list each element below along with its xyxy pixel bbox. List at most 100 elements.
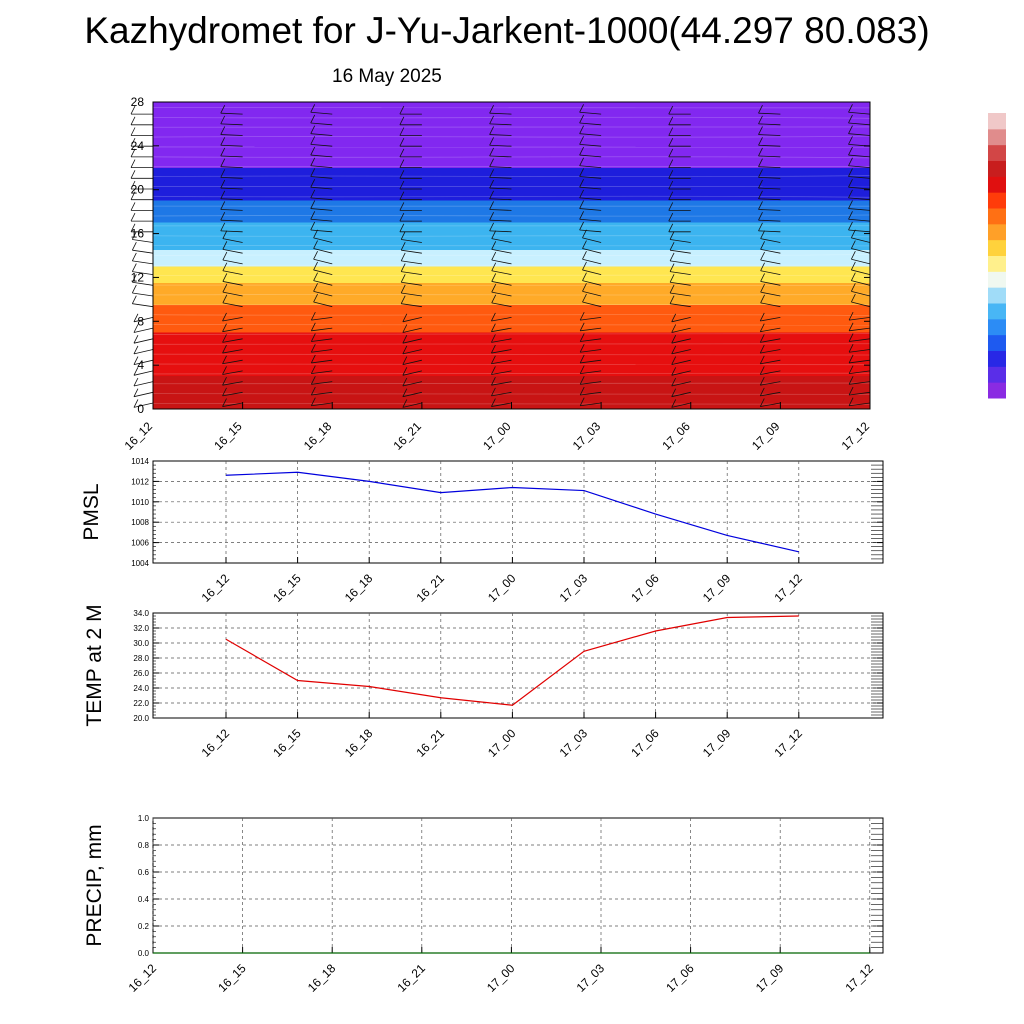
wind-barb-feather	[130, 180, 136, 190]
wind-barb	[133, 317, 154, 323]
wind-barb-feather	[491, 312, 496, 322]
wind-barb	[489, 198, 512, 201]
wind-barb	[401, 303, 422, 308]
wind-barb-feather	[758, 105, 763, 114]
wind-barb	[758, 123, 781, 126]
wind-barb-feather	[671, 345, 677, 355]
wind-barb-feather	[579, 221, 584, 231]
y-tick-label: 1.0	[138, 814, 150, 823]
wind-barb	[222, 302, 243, 308]
wind-barb	[851, 258, 871, 265]
wind-barb	[402, 370, 422, 376]
wind-barb	[220, 112, 243, 115]
wind-barb	[760, 248, 781, 254]
wind-barb-feather	[850, 283, 856, 292]
wind-barb	[222, 259, 243, 265]
wind-barb	[580, 370, 602, 375]
wind-barb-feather	[758, 169, 763, 178]
x-tick-label: 16_18	[342, 726, 376, 760]
wind-barb	[849, 370, 871, 375]
wind-barb	[132, 303, 154, 308]
y-tick-label: 4	[137, 358, 144, 372]
wind-barb-feather	[671, 377, 677, 387]
wind-barb-feather	[133, 399, 139, 408]
wind-barb-feather	[220, 137, 226, 146]
wind-barb-feather	[760, 294, 765, 304]
wind-barb-feather	[579, 189, 584, 199]
wind-barb	[310, 143, 333, 147]
wind-barb-feather	[579, 200, 584, 209]
wind-barb-feather	[759, 344, 765, 354]
wind-barb-feather	[848, 114, 853, 124]
wind-barb	[222, 402, 243, 407]
wind-barb	[849, 381, 871, 385]
wind-barb	[580, 402, 602, 407]
wind-barb	[401, 292, 422, 297]
wind-barb	[848, 208, 871, 211]
wind-barb	[222, 281, 243, 286]
colorbar-swatch	[988, 113, 1006, 130]
wind-barb-feather	[220, 190, 226, 199]
wind-barb	[311, 327, 333, 332]
wind-barb	[313, 301, 333, 308]
wind-barb	[489, 209, 512, 211]
x-tick-label: 17_12	[771, 726, 805, 760]
wind-barb-feather	[760, 230, 765, 239]
wind-barb-feather	[848, 333, 854, 342]
x-tick-label: 16_15	[211, 419, 245, 453]
wind-barb	[579, 122, 602, 126]
wind-barb	[671, 370, 691, 376]
wind-barb-feather	[222, 251, 228, 261]
wind-barb	[133, 402, 154, 408]
wind-barb	[580, 327, 602, 332]
contour-line	[152, 293, 871, 296]
wind-barb-feather	[402, 356, 408, 365]
wind-barb-feather	[669, 263, 675, 272]
colorbar-swatch	[988, 176, 1006, 193]
wind-barb-feather	[669, 242, 675, 251]
wind-barb-feather	[579, 365, 585, 374]
wind-barb	[849, 338, 871, 342]
x-tick-label: 17_09	[700, 571, 734, 605]
wind-barb-feather	[220, 222, 226, 232]
wind-barb-feather	[310, 136, 316, 145]
wind-barb	[132, 260, 154, 265]
wind-barb	[579, 186, 602, 190]
wind-barb	[851, 290, 871, 297]
wind-barb-feather	[850, 261, 856, 271]
x-tick-label: 16_12	[199, 571, 233, 605]
wind-barb-feather	[400, 231, 406, 240]
wind-barb	[671, 359, 691, 365]
wind-barb	[579, 218, 602, 222]
wind-barb-feather	[220, 201, 226, 210]
wind-barb	[310, 176, 333, 179]
wind-barb-feather	[668, 180, 674, 190]
wind-barb	[582, 280, 602, 286]
wind-barb-feather	[310, 322, 316, 331]
wind-barb-feather	[400, 263, 406, 272]
wind-barb	[311, 370, 333, 375]
wind-barb-feather	[491, 273, 497, 282]
wind-barb	[222, 359, 243, 365]
wind-barb	[220, 176, 243, 179]
wind-barb-feather	[130, 127, 136, 136]
wind-barb-feather	[668, 148, 674, 158]
wind-barb-feather	[579, 311, 585, 321]
wind-barb-feather	[669, 295, 675, 304]
wind-barb-feather	[489, 201, 494, 210]
series-line	[225, 615, 799, 706]
wind-barb	[491, 370, 512, 375]
wind-barb-column	[130, 105, 154, 408]
wind-barb-feather	[759, 312, 765, 322]
wind-barb-feather	[130, 148, 136, 158]
wind-barb	[848, 186, 871, 190]
wind-barb-feather	[310, 114, 316, 124]
wind-barb-feather	[222, 283, 228, 293]
wind-barb	[311, 317, 333, 321]
wind-barb-feather	[489, 137, 494, 146]
wind-barb	[310, 197, 333, 201]
wind-barb	[579, 133, 602, 136]
wind-barb-feather	[758, 137, 763, 146]
wind-barb	[851, 248, 871, 254]
x-tick-label: 17_06	[663, 961, 697, 995]
